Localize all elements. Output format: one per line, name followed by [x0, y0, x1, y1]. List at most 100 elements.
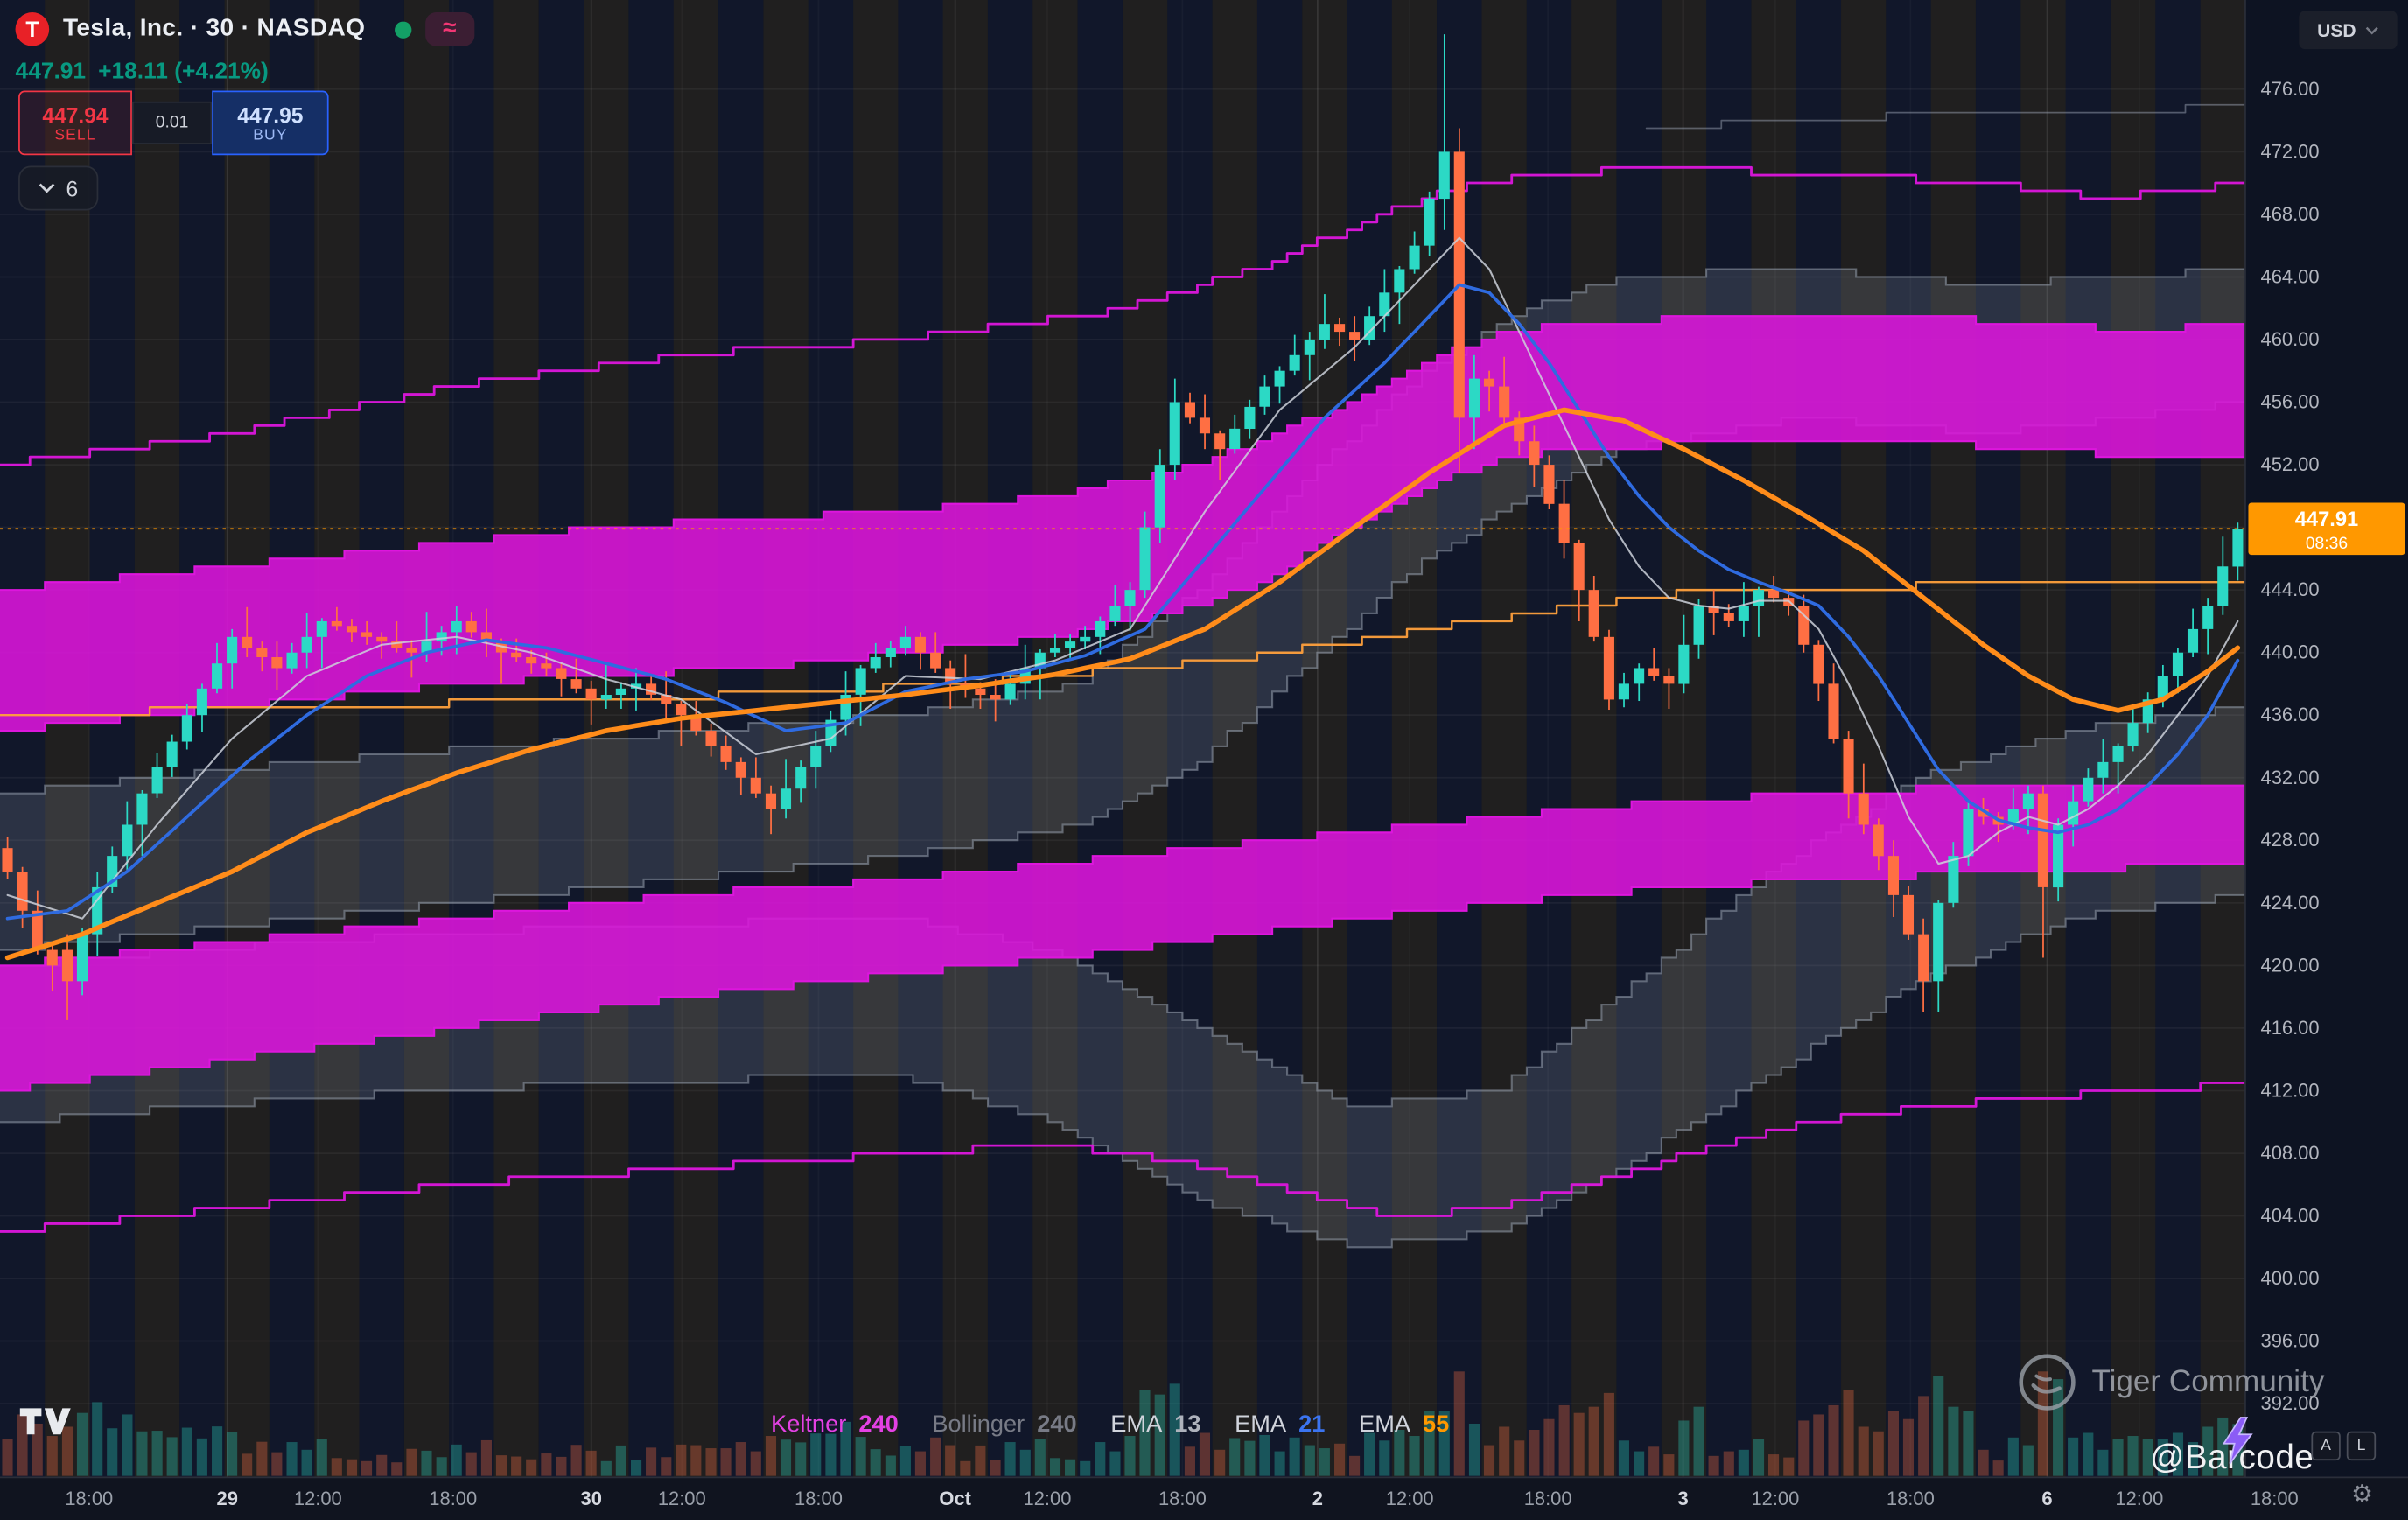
time-axis-label: 12:00	[1751, 1488, 1799, 1509]
price-tick-label: 420.00	[2261, 954, 2320, 976]
price-tick-label: 440.00	[2261, 641, 2320, 663]
candle-body	[1978, 809, 1989, 817]
candle-body	[166, 741, 178, 767]
buy-button[interactable]: 447.95 BUY	[212, 90, 329, 156]
volume-bar	[735, 1442, 746, 1476]
volume-bar	[615, 1445, 626, 1476]
wave-indicator-icon[interactable]: ≈	[424, 12, 474, 46]
volume-bar	[1918, 1396, 1929, 1476]
volume-bar	[1858, 1426, 1869, 1476]
candle-body	[570, 679, 582, 689]
candle-body	[600, 695, 612, 700]
volume-bar	[421, 1450, 432, 1476]
volume-bar	[1169, 1383, 1180, 1476]
candle-body	[1289, 354, 1300, 371]
candle-body	[1887, 856, 1900, 895]
time-axis-label: Oct	[939, 1488, 971, 1509]
legend-item-ema13[interactable]: EMA 13	[1110, 1411, 1201, 1438]
candle-body	[406, 648, 417, 653]
volume-bar	[1978, 1449, 1989, 1476]
candle-body	[466, 620, 477, 633]
candle-body	[1483, 378, 1495, 387]
volume-bar	[1438, 1411, 1450, 1476]
volume-bar	[1738, 1449, 1749, 1476]
candle-body	[1872, 824, 1884, 857]
price-axis[interactable]: 392.00 396.00 400.00 404.00 408.00 412.00 416.…	[2244, 0, 2408, 1478]
volume-bar	[1783, 1457, 1795, 1476]
candle-body	[136, 793, 148, 825]
volume-bar	[181, 1427, 192, 1476]
candle-body	[2082, 777, 2094, 802]
candle-body	[2172, 652, 2184, 676]
symbol-title[interactable]: Tesla, Inc. · 30 · NASDAQ	[62, 15, 366, 42]
candle-body	[1648, 668, 1660, 676]
time-axis[interactable]: 18:00 29 12:00 18:00 30 12:00 18:00 Oct 12:00 18:…	[0, 1476, 2408, 1520]
currency-dropdown[interactable]: USD	[2299, 11, 2398, 50]
candle-body	[376, 636, 388, 642]
legend-item-ema55[interactable]: EMA 55	[1359, 1411, 1450, 1438]
tradingview-logo-icon[interactable]	[18, 1404, 77, 1448]
candle-body	[1948, 856, 1959, 903]
candle-body	[1438, 151, 1450, 200]
volume-bar	[1933, 1376, 1944, 1476]
volume-bar	[526, 1459, 537, 1476]
price-tick-label: 472.00	[2261, 140, 2320, 162]
volume-bar	[1588, 1406, 1600, 1476]
legend-item-bollinger[interactable]: Bollinger 240	[932, 1411, 1077, 1438]
volume-bar	[1394, 1429, 1405, 1476]
ema-55-line	[4, 407, 2241, 961]
candle-body	[1214, 433, 1226, 450]
candle-body	[1064, 641, 1076, 648]
legend-item-ema21[interactable]: EMA 21	[1235, 1411, 1326, 1438]
candle-body	[1274, 370, 1285, 387]
candle-body	[1723, 613, 1734, 621]
session-stripe	[494, 0, 539, 1478]
candle-body	[1409, 245, 1420, 270]
legend-item-keltner[interactable]: Keltner 240	[771, 1411, 899, 1438]
candle-body	[930, 652, 942, 669]
indicator-collapse-button[interactable]: 6	[18, 165, 98, 211]
candle-body	[242, 636, 253, 648]
candle-body	[526, 657, 537, 664]
session-stripe	[1572, 0, 1617, 1478]
sell-button[interactable]: 447.94 SELL	[18, 90, 132, 156]
session-stripe	[89, 0, 135, 1478]
keltner-lower-outer-line	[0, 1082, 2247, 1233]
tiger-community-watermark: Tiger Community	[2016, 1351, 2324, 1412]
volume-bar	[1663, 1454, 1675, 1476]
gear-icon[interactable]: ⚙	[2351, 1481, 2374, 1509]
time-axis-label: 29	[217, 1488, 238, 1509]
volume-bar	[1453, 1371, 1465, 1476]
candle-body	[810, 746, 822, 767]
sell-price: 447.94	[42, 102, 108, 127]
candle-body	[360, 632, 373, 637]
candle-body	[76, 934, 88, 982]
candle-body	[1199, 417, 1211, 434]
candle-body	[1319, 324, 1330, 340]
session-stripe	[1212, 0, 1257, 1478]
volume-bar	[541, 1453, 552, 1476]
session-stripe	[1751, 0, 1796, 1478]
volume-bar	[1080, 1460, 1091, 1476]
candle-body	[92, 886, 103, 935]
ema-lines	[4, 236, 2241, 961]
volume-bar	[1483, 1445, 1495, 1476]
ema-13-line	[6, 236, 2239, 920]
volume-bar	[166, 1437, 178, 1476]
volume-bar	[136, 1431, 148, 1476]
session-stripe	[853, 0, 899, 1478]
auto-scale-button[interactable]: A	[2311, 1431, 2341, 1461]
volume-bar	[1154, 1394, 1166, 1476]
keltner-lower-band	[0, 785, 2245, 1091]
price-tick-label: 424.00	[2261, 892, 2320, 914]
candle-body	[1544, 465, 1555, 504]
volume-bar	[1708, 1455, 1719, 1476]
keltner-bands	[0, 315, 2245, 1092]
log-scale-button[interactable]: L	[2346, 1431, 2376, 1461]
volume-bar	[511, 1456, 522, 1476]
time-axis-background	[0, 1477, 2408, 1520]
candle-body	[1529, 441, 1540, 466]
candle-body	[855, 668, 866, 695]
candle-body	[676, 704, 687, 716]
